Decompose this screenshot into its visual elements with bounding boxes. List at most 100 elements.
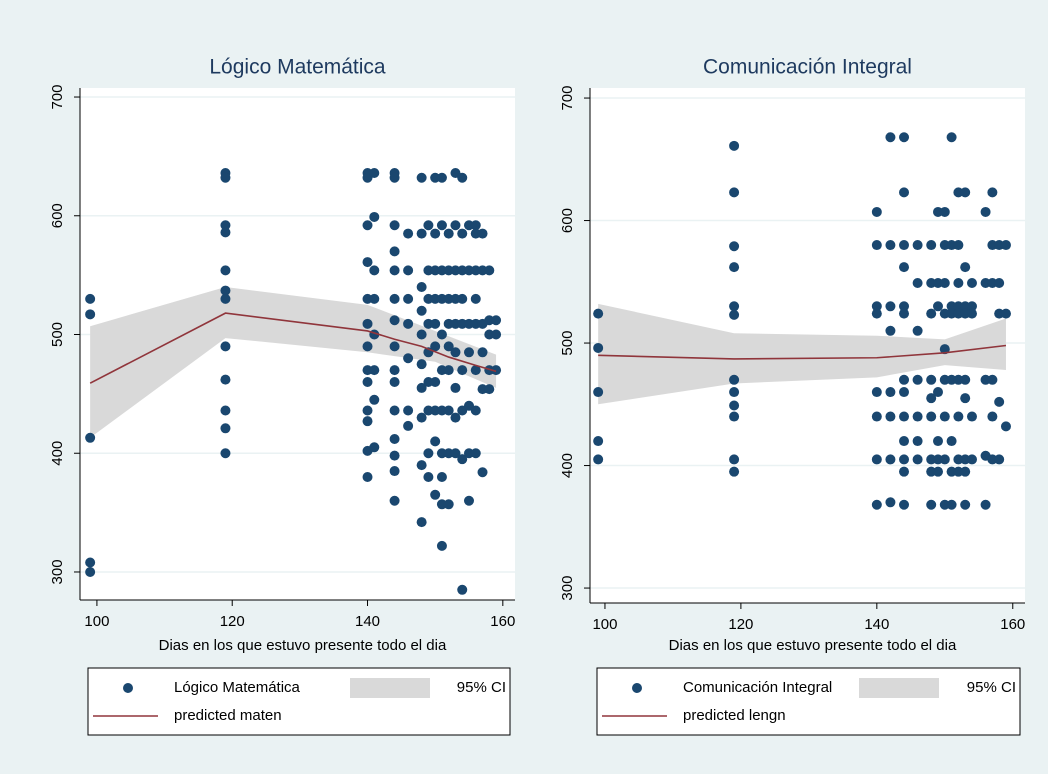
y-tick-label: 500 (559, 331, 576, 356)
point (899, 374, 910, 385)
point (593, 387, 604, 398)
point (362, 471, 373, 482)
point (885, 325, 896, 336)
x-tick-label: 140 (355, 613, 380, 630)
x-tick-label: 160 (490, 613, 515, 630)
fit-line (89, 312, 497, 384)
point (960, 499, 971, 510)
point (85, 557, 96, 568)
y-tick-label: 300 (559, 576, 576, 601)
point (729, 301, 740, 312)
point (871, 387, 882, 398)
point (966, 411, 977, 422)
point (885, 387, 896, 398)
point (369, 442, 380, 453)
legend (87, 667, 511, 736)
point (899, 436, 910, 447)
point (953, 278, 964, 289)
point (220, 405, 231, 416)
point (457, 228, 468, 239)
point (946, 436, 957, 447)
point (403, 228, 414, 239)
point (450, 448, 461, 459)
point (1000, 421, 1011, 432)
point (871, 240, 882, 251)
point (362, 257, 373, 268)
point (463, 347, 474, 358)
point (423, 220, 434, 231)
point (933, 387, 943, 398)
point (729, 466, 740, 477)
point (470, 405, 481, 416)
point (484, 384, 495, 395)
point (953, 240, 964, 251)
y-tick-label: 400 (49, 441, 66, 466)
point (966, 454, 977, 465)
point (939, 454, 950, 465)
point (403, 353, 414, 364)
point (729, 262, 740, 273)
point (926, 411, 937, 422)
point (729, 400, 740, 411)
point (450, 220, 461, 231)
point (389, 433, 400, 444)
point (871, 206, 882, 217)
point (946, 499, 957, 510)
point (953, 411, 964, 422)
point (899, 240, 910, 251)
point (899, 411, 910, 422)
legend (596, 667, 1021, 736)
point (457, 584, 468, 595)
point (362, 405, 373, 416)
legend-label: predicted lengn (683, 707, 786, 724)
point (457, 172, 468, 183)
point (430, 341, 441, 352)
point (389, 405, 400, 416)
y-tick-label: 700 (49, 85, 66, 110)
point (443, 341, 454, 352)
point (443, 405, 454, 416)
point (933, 436, 943, 447)
point (470, 365, 481, 376)
point (912, 325, 923, 336)
point (416, 228, 427, 239)
point (899, 301, 910, 312)
point (85, 293, 96, 304)
legend-label: 95% CI (967, 679, 1016, 696)
point (987, 411, 998, 422)
point (994, 396, 1005, 407)
point (899, 262, 910, 273)
point (593, 308, 604, 319)
point (430, 228, 441, 239)
point (362, 376, 373, 387)
legend-label: predicted maten (174, 707, 282, 724)
point (729, 140, 740, 151)
point (593, 454, 604, 465)
point (491, 329, 502, 340)
y-tick-label: 600 (49, 203, 66, 228)
point (430, 376, 441, 387)
point (423, 471, 434, 482)
ci-band (598, 303, 1006, 405)
point (470, 293, 481, 304)
point (416, 359, 427, 370)
x-tick-label: 120 (728, 616, 753, 633)
point (403, 265, 414, 276)
point (389, 376, 400, 387)
point (369, 293, 380, 304)
point (926, 393, 937, 404)
point (430, 318, 441, 329)
point (389, 293, 400, 304)
x-tick-label: 100 (84, 613, 109, 630)
point (85, 309, 96, 320)
point (939, 344, 950, 355)
point (220, 423, 231, 434)
point (946, 132, 957, 143)
point (729, 309, 740, 320)
point (362, 416, 373, 427)
x-tick-label: 100 (592, 616, 617, 633)
y-tick-label: 600 (559, 208, 576, 233)
point (939, 411, 950, 422)
point (369, 265, 380, 276)
